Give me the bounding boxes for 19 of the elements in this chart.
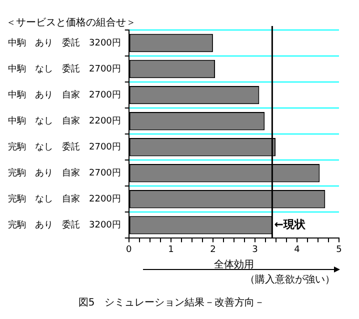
x-tick-label: 4 (294, 244, 300, 255)
y-tick-label: 完駒 なし 自家 2200円 (8, 194, 121, 205)
y-tick-label: 完駒 なし 委託 2700円 (8, 141, 121, 152)
y-tick-label: 中駒 なし 委託 2700円 (8, 63, 121, 74)
x-tick-label: 2 (210, 244, 216, 255)
x-tick-label: 5 (336, 244, 342, 255)
y-tick-label: 中駒 あり 委託 3200円 (8, 37, 121, 48)
x-tick-label: 0 (126, 244, 132, 255)
y-axis-title: ＜サービスと価格の組合せ＞ (6, 16, 136, 29)
x-tick-label: 1 (168, 244, 174, 255)
x-tick-label: 3 (252, 244, 258, 255)
ref-line-label: ←現状 (274, 218, 306, 232)
y-tick-label: 完駒 あり 委託 3200円 (8, 220, 121, 231)
y-tick-label: 中駒 なし 自家 2200円 (8, 115, 121, 126)
text: 図5 シミュレーション結果－改善方向－ (78, 296, 265, 309)
x-axis-title: 全体効用 (214, 258, 254, 271)
y-tick-label: 中駒 あり 自家 2700円 (8, 89, 121, 100)
text: （購入意欲が強い） (245, 274, 335, 286)
y-tick-label: 完駒 あり 自家 2700円 (8, 167, 121, 178)
